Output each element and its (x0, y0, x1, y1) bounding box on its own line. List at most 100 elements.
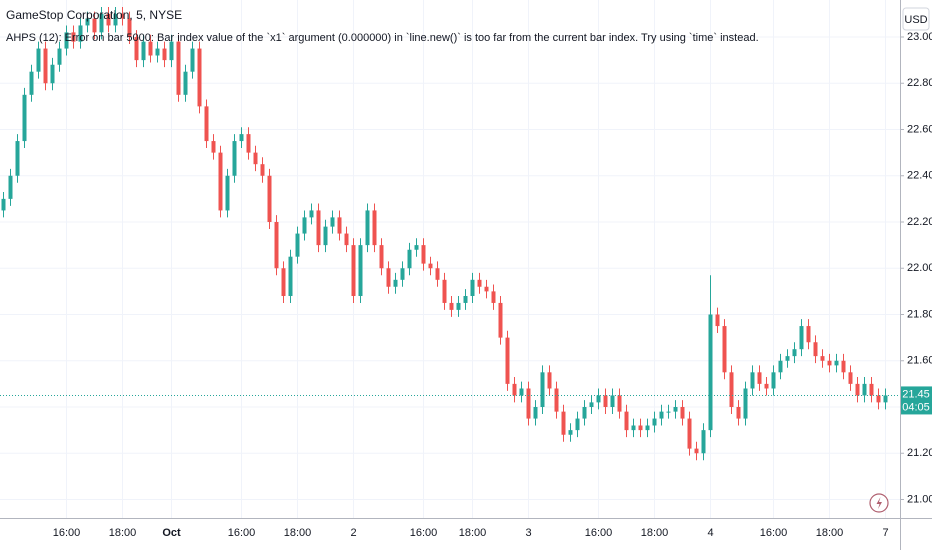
candle-body (295, 233, 300, 257)
candle-body (596, 395, 601, 403)
candle-body (715, 314, 720, 327)
candles (1, 6, 888, 461)
x-tick-label: 16:00 (585, 527, 613, 539)
candle-body (211, 141, 216, 153)
x-tick-label: 7 (882, 527, 888, 539)
y-tick-label: 22.20 (907, 216, 932, 228)
last-price-box (901, 386, 932, 415)
x-tick-label: 18:00 (109, 527, 137, 539)
candle-body (582, 407, 587, 419)
x-tick-label: 18:00 (284, 527, 312, 539)
candle-body (323, 226, 328, 246)
candle-body (841, 360, 846, 373)
candle-body (883, 395, 888, 403)
candle-body (407, 249, 412, 269)
candle-body (729, 372, 734, 407)
candle-body (253, 152, 258, 165)
candle-body (855, 383, 860, 396)
candle-body (232, 141, 237, 176)
x-tick-label: 2 (350, 527, 356, 539)
candle-body (435, 268, 440, 280)
last-price-label: 21.45 (902, 388, 930, 400)
candle-body (127, 18, 132, 37)
candle-body (442, 279, 447, 303)
candle-body (372, 210, 377, 246)
candle-body (869, 383, 874, 396)
candle-body (456, 302, 461, 310)
candle-body (470, 279, 475, 296)
candle-body (204, 106, 209, 142)
x-tick-label: 16:00 (53, 527, 81, 539)
candle-body (589, 402, 594, 407)
candle-body (554, 388, 559, 412)
candle-body (806, 326, 811, 343)
candle-body (78, 25, 83, 42)
candle-body (568, 430, 573, 435)
candle-body (71, 32, 76, 42)
y-tick-label: 22.40 (907, 170, 932, 182)
candle-body (29, 71, 34, 95)
candle-body (428, 263, 433, 269)
x-tick-label: 18:00 (816, 527, 844, 539)
candle-body (778, 360, 783, 373)
candle-body (631, 425, 636, 431)
candle-body (701, 430, 706, 454)
candle-body (876, 395, 881, 403)
candle-body (99, 13, 104, 33)
candle-body (813, 342, 818, 357)
candle-body (50, 64, 55, 84)
error-annotation: AHPS (12): Error on bar 5000: Bar index … (6, 32, 759, 44)
x-tick-label: 16:00 (228, 527, 256, 539)
candle-body (148, 41, 153, 56)
candle-body (183, 71, 188, 95)
candle-body (218, 152, 223, 211)
candle-body (260, 164, 265, 176)
candle-body (491, 291, 496, 303)
candle-body (141, 41, 146, 61)
candle-body (834, 360, 839, 366)
candle-body (316, 210, 321, 246)
candle-body (540, 372, 545, 407)
x-tick-label: 3 (525, 527, 531, 539)
candle-body (344, 233, 349, 246)
candle-body (827, 360, 832, 366)
currency-label: USD (904, 14, 927, 26)
candle-body (57, 48, 62, 65)
y-tick-label: 21.60 (907, 355, 932, 367)
candle-body (36, 48, 41, 72)
currency-button[interactable] (902, 7, 930, 31)
y-tick-label: 23.00 (907, 31, 932, 43)
candle-body (498, 302, 503, 338)
countdown-label: 04:05 (902, 401, 930, 413)
candle-body (617, 395, 622, 412)
candle-body (792, 349, 797, 357)
candle-body (624, 411, 629, 431)
candle-body (764, 383, 769, 389)
candle-body (267, 175, 272, 222)
candle-body (736, 407, 741, 419)
candle-body (757, 372, 762, 384)
candle-body (309, 210, 314, 218)
candle-body (708, 314, 713, 431)
candle-body (106, 13, 111, 26)
candle-body (666, 411, 671, 413)
candle-body (176, 41, 181, 95)
x-tick-label: 16:00 (410, 527, 438, 539)
candle-body (610, 395, 615, 407)
candle-body (113, 13, 118, 26)
candle-body (134, 37, 139, 61)
candle-body (421, 245, 426, 264)
candle-body (281, 268, 286, 296)
candle-body (246, 134, 251, 153)
candle-body (505, 337, 510, 384)
candle-body (365, 210, 370, 246)
candle-body (561, 411, 566, 435)
candle-body (8, 175, 13, 199)
candle-body (449, 302, 454, 310)
candle-body (337, 217, 342, 234)
candle-body (155, 48, 160, 56)
candle-body (771, 372, 776, 389)
candle-body (673, 407, 678, 412)
